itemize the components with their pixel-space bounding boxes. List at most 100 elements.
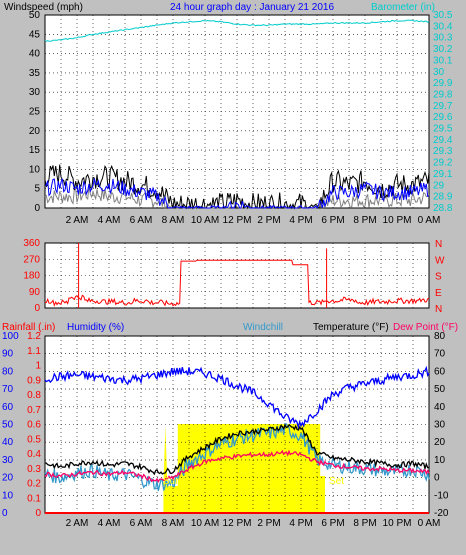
humidity-tick-label: 20 — [2, 473, 14, 484]
wind-tick-label: 15 — [29, 145, 41, 156]
windchill-series — [44, 423, 430, 492]
barometer-series — [44, 19, 430, 42]
time-tick-label: 4 AM — [98, 518, 121, 529]
wind-tick-label: 25 — [29, 107, 41, 118]
temperature-tick-label: 20 — [434, 437, 446, 448]
barometer-tick-label: 30.2 — [433, 44, 453, 55]
temperature-tick-label: 10 — [434, 455, 446, 466]
barometer-tick-label: 29.3 — [433, 146, 453, 157]
time-tick-label: 10 PM — [383, 518, 412, 529]
direction-tick-label: 0 — [34, 303, 40, 314]
temperature-tick-label: 0 — [434, 473, 440, 484]
rain-tick-label: 0.6 — [27, 420, 41, 431]
windchill-legend: Windchill — [243, 322, 283, 333]
direction-series — [44, 243, 430, 308]
temperature-tick-label: 30 — [434, 420, 446, 431]
time-tick-label: 8 PM — [353, 215, 376, 226]
barometer-tick-label: 29.9 — [433, 78, 453, 89]
rain-tick-label: 0 — [35, 508, 41, 519]
barometer-tick-label: 30 — [433, 67, 445, 78]
wind-tick-label: 20 — [29, 126, 41, 137]
time-tick-label: 6 PM — [321, 215, 344, 226]
rain-tick-label: 1.1 — [27, 346, 41, 357]
wind-panel-series — [44, 19, 430, 210]
temperature-tick-label: 60 — [434, 366, 446, 377]
time-tick-label: 0 AM — [418, 518, 441, 529]
humidity-tick-label: 0 — [2, 508, 8, 519]
time-tick-label: 8 AM — [162, 518, 185, 529]
direction-tick-label: 360 — [23, 238, 40, 249]
compass-label: E — [435, 288, 442, 299]
direction-tick-label: 270 — [23, 254, 40, 265]
compass-label: N — [435, 239, 442, 250]
humidity-tick-label: 90 — [2, 349, 14, 360]
temperature-axis-ticks: -20 -10 0 10 20 30 40 50 60 70 80 — [434, 331, 449, 519]
rain-tick-label: 0.8 — [27, 390, 41, 401]
rain-tick-label: 0.5 — [27, 434, 41, 445]
rain-tick-label: 1 — [35, 361, 41, 372]
wind-axis-ticks: 0 5 10 15 20 25 30 35 40 45 50 — [29, 10, 41, 214]
humidity-axis-ticks: 0 10 20 30 40 50 60 70 80 90 100 — [2, 331, 19, 519]
wind-tick-label: 40 — [29, 49, 41, 60]
barometer-tick-label: 29.4 — [433, 135, 453, 146]
barometer-tick-label: 30.3 — [433, 33, 453, 44]
compass-label: W — [435, 255, 445, 266]
temperature-tick-label: 50 — [434, 384, 446, 395]
dewpoint-legend: Dew Point (°F) — [393, 322, 458, 333]
temperature-series — [44, 423, 430, 476]
rain-tick-label: 0.3 — [27, 464, 41, 475]
time-tick-label: 12 PM — [223, 215, 252, 226]
barometer-tick-label: 29.1 — [433, 169, 453, 180]
solar-radiation-area — [163, 424, 325, 513]
compass-label: N — [435, 304, 442, 315]
barometer-tick-label: 30.4 — [433, 21, 453, 32]
temperature-tick-label: 70 — [434, 349, 446, 360]
humidity-tick-label: 60 — [2, 402, 14, 413]
time-tick-label: 2 AM — [66, 215, 89, 226]
direction-series — [44, 259, 430, 307]
sunrise-label: Sunrise — [163, 476, 197, 487]
avg-wind-series — [45, 178, 430, 209]
time-tick-label: 10 AM — [191, 518, 219, 529]
direction-tick-label: 180 — [23, 271, 40, 282]
barometer-tick-label: 29.2 — [433, 158, 453, 169]
time-tick-label: 10 PM — [383, 215, 412, 226]
temperature-tick-label: -10 — [434, 490, 449, 501]
time-tick-label: 10 AM — [191, 215, 219, 226]
wind-tick-label: 0 — [34, 203, 40, 214]
barometer-tick-label: 29 — [433, 180, 445, 191]
barometer-tick-label: 28.8 — [433, 203, 453, 214]
windspeed-axis-title: Windspeed (mph) — [4, 2, 83, 13]
direction-axis-ticks: 0 90 180 270 360 — [23, 238, 40, 314]
barometer-tick-label: 28.9 — [433, 192, 453, 203]
temperature-tick-label: 80 — [434, 331, 446, 342]
barometer-tick-label: 30.5 — [433, 10, 453, 21]
rain-tick-label: 0.7 — [27, 405, 41, 416]
direction-tick-label: 90 — [29, 287, 41, 298]
wind-tick-label: 30 — [29, 87, 41, 98]
climate-series — [44, 365, 430, 514]
rainfall-legend: Rainfall (.in) — [2, 322, 55, 333]
barometer-tick-label: 29.6 — [433, 112, 453, 123]
rainfall-axis-ticks: 0 0.1 0.2 0.3 0.4 0.5 0.6 0.7 0.8 0.9 1 1.1 1.2 — [27, 331, 41, 519]
time-tick-label: 8 AM — [162, 215, 185, 226]
time-tick-label: 2 PM — [257, 518, 280, 529]
rain-tick-label: 0.1 — [27, 493, 41, 504]
temperature-tick-label: 40 — [434, 402, 446, 413]
barometer-tick-label: 29.8 — [433, 89, 453, 100]
barometer-tick-label: 30.1 — [433, 55, 453, 66]
time-tick-label: 4 PM — [289, 215, 312, 226]
barometer-axis-title: Barometer (in) — [371, 2, 435, 13]
gust-series — [44, 185, 430, 210]
time-tick-label: 2 AM — [66, 518, 89, 529]
time-tick-label: 0 AM — [418, 215, 441, 226]
time-tick-label: 6 PM — [321, 518, 344, 529]
climate-panel-time-axis: 2 AM 4 AM 6 AM 8 AM 10 AM 12 PM 2 PM 4 PM 6 PM 8 … — [66, 518, 441, 529]
solar-area — [163, 424, 325, 513]
climate-panel-grid — [45, 336, 429, 513]
wind-tick-label: 35 — [29, 68, 41, 79]
rain-tick-label: 1.2 — [27, 331, 41, 342]
rain-tick-label: 0.2 — [27, 479, 41, 490]
